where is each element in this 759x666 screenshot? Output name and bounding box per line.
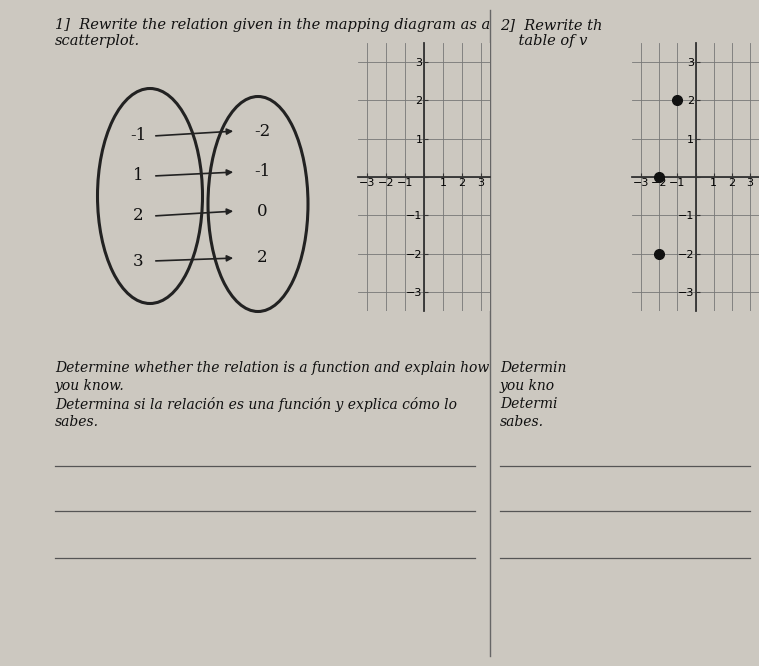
Text: Determi: Determi bbox=[500, 397, 558, 411]
Text: you know.: you know. bbox=[55, 379, 124, 393]
Text: 0: 0 bbox=[257, 202, 267, 220]
Text: sabes.: sabes. bbox=[55, 415, 99, 429]
Text: table of v: table of v bbox=[500, 34, 587, 48]
Text: Determina si la relación es una función y explica cómo lo: Determina si la relación es una función … bbox=[55, 397, 457, 412]
Text: sabes.: sabes. bbox=[500, 415, 544, 429]
Text: Determin: Determin bbox=[500, 361, 566, 375]
Text: 2: 2 bbox=[257, 250, 267, 266]
Text: scatterplot.: scatterplot. bbox=[55, 34, 140, 48]
Text: -1: -1 bbox=[130, 127, 146, 145]
Text: -1: -1 bbox=[254, 163, 270, 180]
Text: Determine whether the relation is a function and explain how: Determine whether the relation is a func… bbox=[55, 361, 490, 375]
Text: 1: 1 bbox=[133, 168, 143, 184]
Text: 3: 3 bbox=[133, 252, 143, 270]
Text: 1]  Rewrite the relation given in the mapping diagram as a: 1] Rewrite the relation given in the map… bbox=[55, 18, 490, 32]
Text: you kno: you kno bbox=[500, 379, 555, 393]
Text: 2]  Rewrite th: 2] Rewrite th bbox=[500, 18, 603, 32]
Text: -2: -2 bbox=[254, 123, 270, 139]
Text: 2: 2 bbox=[133, 208, 143, 224]
